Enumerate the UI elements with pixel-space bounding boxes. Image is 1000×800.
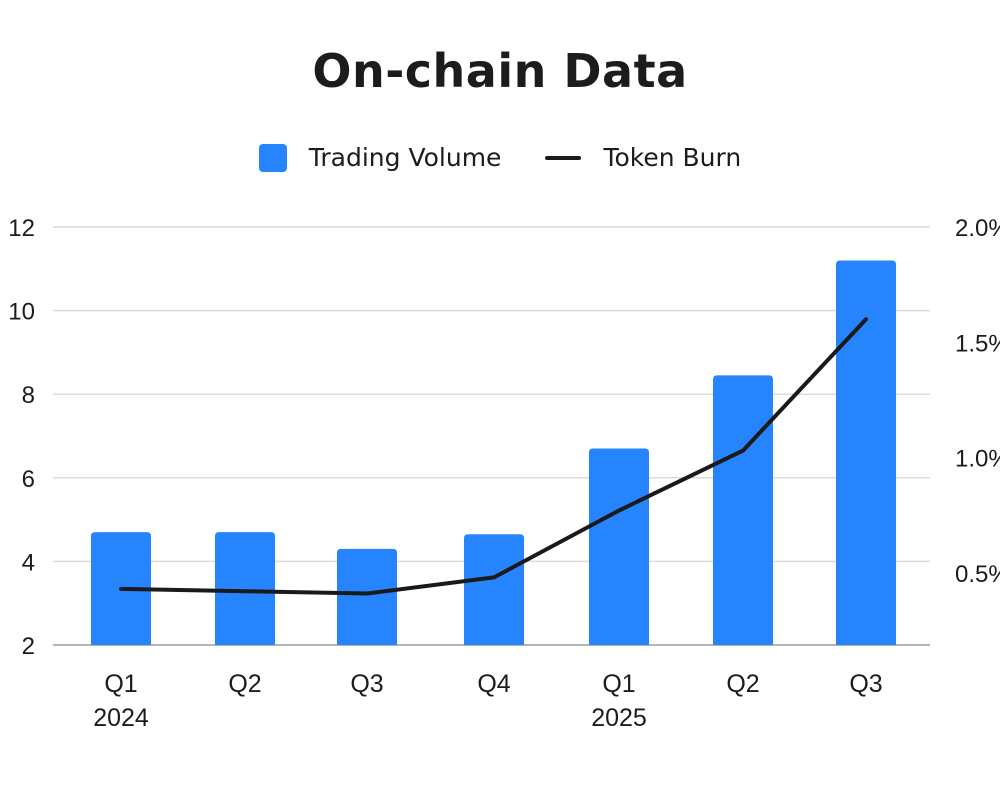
legend-label-trading-volume: Trading Volume	[308, 143, 502, 172]
x-tick-label: Q1	[104, 670, 137, 698]
token-burn-line	[119, 317, 868, 596]
bars	[91, 260, 896, 645]
x-tick-label: Q3	[849, 670, 882, 698]
left-axis-ticks: 12 10 8 6 4 2	[8, 215, 35, 660]
x-tick-label: Q2	[726, 670, 759, 698]
left-tick-label: 4	[22, 549, 35, 576]
bar-trading-volume	[215, 532, 275, 645]
x-tick-label: Q3	[350, 670, 383, 698]
gridlines	[53, 226, 930, 646]
legend-label-token-burn: Token Burn	[603, 143, 742, 172]
x-group-label: 2025	[591, 704, 647, 732]
x-tick-label: Q2	[228, 670, 261, 698]
left-tick-label: 8	[22, 382, 35, 409]
right-tick-label: 1.0%	[955, 446, 1000, 473]
x-group-label: 2024	[93, 704, 149, 732]
right-tick-label: 2.0%	[955, 215, 1000, 242]
bar-trading-volume	[589, 448, 649, 645]
left-tick-label: 12	[8, 215, 35, 242]
bar-trading-volume	[836, 260, 896, 645]
x-tick-label: Q1	[602, 670, 635, 698]
legend-swatch-line-icon	[545, 155, 582, 160]
x-tick-label: Q4	[477, 670, 510, 698]
left-tick-label: 2	[22, 633, 35, 660]
chart-title: On-chain Data	[312, 44, 688, 98]
bar-trading-volume	[713, 375, 773, 645]
bar-trading-volume	[337, 548, 397, 645]
x-axis-ticks: Q1 2024 Q2 Q3 Q4 Q1 2025 Q2 Q3	[93, 670, 882, 732]
right-tick-label: 1.5%	[955, 330, 1000, 357]
legend-item-token-burn: Token Burn	[545, 143, 741, 172]
right-tick-label: 0.5%	[955, 561, 1000, 588]
legend-item-trading-volume: Trading Volume	[258, 143, 502, 172]
left-tick-label: 6	[22, 466, 35, 493]
legend: Trading Volume Token Burn	[0, 143, 1000, 172]
right-axis-ticks: 2.0% 1.5% 1.0% 0.5%	[955, 215, 1000, 588]
legend-swatch-bar-icon	[258, 143, 287, 172]
bar-trading-volume	[464, 534, 524, 645]
left-tick-label: 10	[8, 299, 35, 326]
